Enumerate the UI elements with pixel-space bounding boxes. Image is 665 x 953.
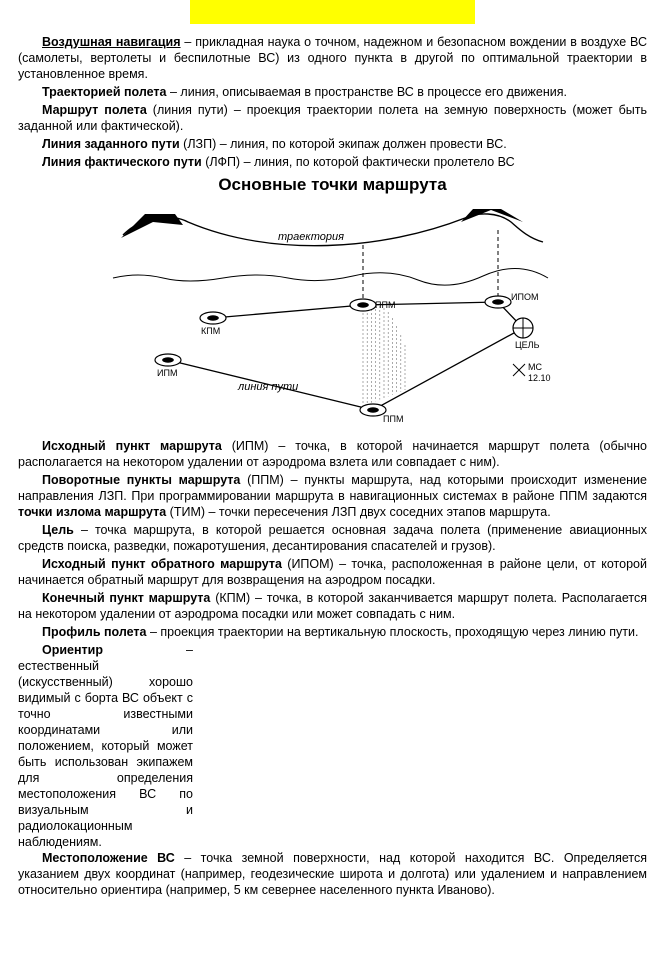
term-traj: Траекторией полета [42,85,167,99]
term-ipm: Исходный пункт маршрута [42,439,222,453]
term-orient: Ориентир [42,643,103,657]
highlight-bar [190,0,475,24]
orient-narrow-column: Ориентир – естественный (искусственный) … [18,642,193,850]
svg-text:ППМ: ППМ [375,300,395,310]
text-lzp: (ЛЗП) – линия, по которой экипаж должен … [180,137,507,151]
para-position: Местоположение ВС – точка земной поверхн… [18,850,647,898]
svg-text:12.10: 12.10 [528,373,551,383]
para-lfp: Линия фактического пути (ЛФП) – линия, п… [18,154,647,170]
svg-text:ППМ: ППМ [383,414,403,424]
para-traj: Траекторией полета – линия, описываемая … [18,84,647,100]
para-orient: Ориентир – естественный (искусственный) … [18,642,193,850]
text-traj: – линия, описываемая в пространстве ВС в… [167,85,568,99]
para-ppm: Поворотные пункты маршрута (ППМ) – пункт… [18,472,647,520]
term-tim: точки излома маршрута [18,505,166,519]
text-lfp: (ЛФП) – линия, по которой фактически про… [202,155,515,169]
term-route: Маршрут полета [42,103,147,117]
para-ipm: Исходный пункт маршрута (ИПМ) – точка, в… [18,438,647,470]
para-kpm: Конечный пункт маршрута (КПМ) – точка, в… [18,590,647,622]
para-route: Маршрут полета (линия пути) – проекция т… [18,102,647,134]
svg-text:КПМ: КПМ [201,326,220,336]
term-profile: Профиль полета [42,625,147,639]
term-ipom: Исходный пункт обратного маршрута [42,557,282,571]
svg-text:ЦЕЛЬ: ЦЕЛЬ [515,340,540,350]
text-goal: – точка маршрута, в которой решается осн… [18,523,647,553]
term-ppm: Поворотные пункты маршрута [42,473,240,487]
diagram-container: траектория линия пути ППМ ППМ КПМ ИПМ ИПОМ ЦЕЛЬ… [18,200,647,430]
term-kpm: Конечный пункт маршрута [42,591,210,605]
text-orient: – естественный (искусственный) хорошо ви… [18,643,193,849]
route-diagram: траектория линия пути ППМ ППМ КПМ ИПМ ИПОМ ЦЕЛЬ… [83,200,583,430]
term-nav: Воздушная навигация [42,35,181,49]
para-nav: Воздушная навигация – прикладная наука о… [18,34,647,82]
term-goal: Цель [42,523,74,537]
text-ppm-b: (ТИМ) – точки пересечения ЛЗП двух сосед… [166,505,551,519]
para-ipom: Исходный пункт обратного маршрута (ИПОМ)… [18,556,647,588]
svg-text:ИПМ: ИПМ [157,368,177,378]
text-profile: – проекция траектории на вертикальную пл… [147,625,639,639]
term-lfp: Линия фактического пути [42,155,202,169]
section-title: Основные точки маршрута [18,174,647,196]
svg-text:траектория: траектория [278,231,344,243]
svg-text:МС: МС [528,362,542,372]
para-goal: Цель – точка маршрута, в которой решаетс… [18,522,647,554]
term-lzp: Линия заданного пути [42,137,180,151]
term-position: Местоположение ВС [42,851,175,865]
para-profile: Профиль полета – проекция траектории на … [18,624,647,640]
svg-text:линия пути: линия пути [237,381,298,393]
para-lzp: Линия заданного пути (ЛЗП) – линия, по к… [18,136,647,152]
svg-text:ИПОМ: ИПОМ [511,292,538,302]
